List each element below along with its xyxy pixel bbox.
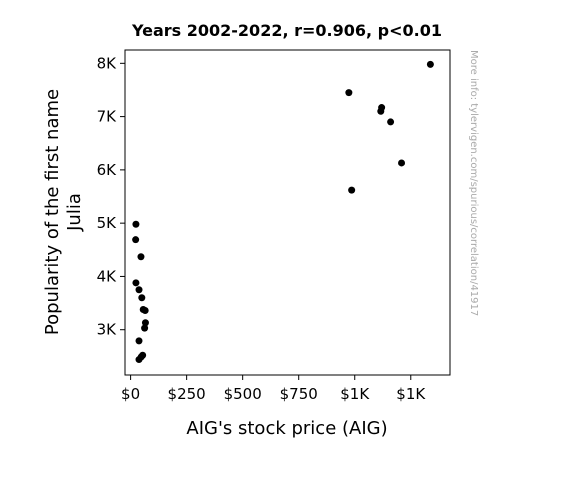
y-axis-title-line-1: Popularity of the first name	[42, 89, 63, 335]
plot-area: $0 $250 $500 $750 $1K $1K 3K 4K 5K 6K 7K 8K	[97, 49, 451, 403]
y-tick-label: 5K	[97, 214, 118, 232]
data-points	[132, 60, 434, 364]
watermark: More info: tylervigen.com/spurious/corre…	[468, 50, 479, 316]
x-tick-label: $500	[224, 385, 262, 403]
data-point	[141, 319, 149, 327]
x-tick-label: $1K	[340, 385, 370, 403]
data-point	[135, 356, 143, 364]
x-axis: $0 $250 $500 $750 $1K $1K	[121, 375, 426, 403]
data-point	[426, 60, 434, 68]
data-point	[132, 220, 140, 228]
data-point	[398, 159, 406, 167]
data-point	[377, 107, 385, 115]
y-tick-label: 6K	[97, 161, 118, 179]
chart-title: Years 2002-2022, r=0.906, p<0.01	[131, 21, 442, 40]
data-point	[137, 253, 145, 261]
y-axis-title-line-2: Julia	[64, 193, 85, 232]
y-tick-label: 8K	[97, 54, 118, 72]
y-axis: 3K 4K 5K 6K 7K 8K	[97, 54, 125, 339]
x-tick-label: $250	[168, 385, 206, 403]
data-point	[141, 307, 149, 315]
y-axis-title: Popularity of the first name Julia	[42, 89, 85, 335]
data-point	[135, 286, 143, 294]
data-point	[348, 186, 356, 194]
x-axis-title: AIG's stock price (AIG)	[186, 418, 387, 439]
data-point	[387, 118, 395, 126]
data-point	[135, 337, 143, 345]
y-tick-label: 3K	[97, 321, 118, 339]
x-tick-label: $750	[280, 385, 318, 403]
data-point	[345, 89, 353, 97]
data-point	[132, 236, 140, 244]
plot-frame	[124, 49, 451, 376]
data-point	[141, 324, 149, 332]
x-tick-label: $1K	[396, 385, 426, 403]
x-tick-label: $0	[121, 385, 140, 403]
y-tick-label: 7K	[97, 108, 118, 126]
data-point	[138, 294, 146, 302]
y-tick-label: 4K	[97, 267, 118, 285]
watermark-text: More info: tylervigen.com/spurious/corre…	[468, 50, 479, 316]
data-point	[132, 279, 140, 287]
